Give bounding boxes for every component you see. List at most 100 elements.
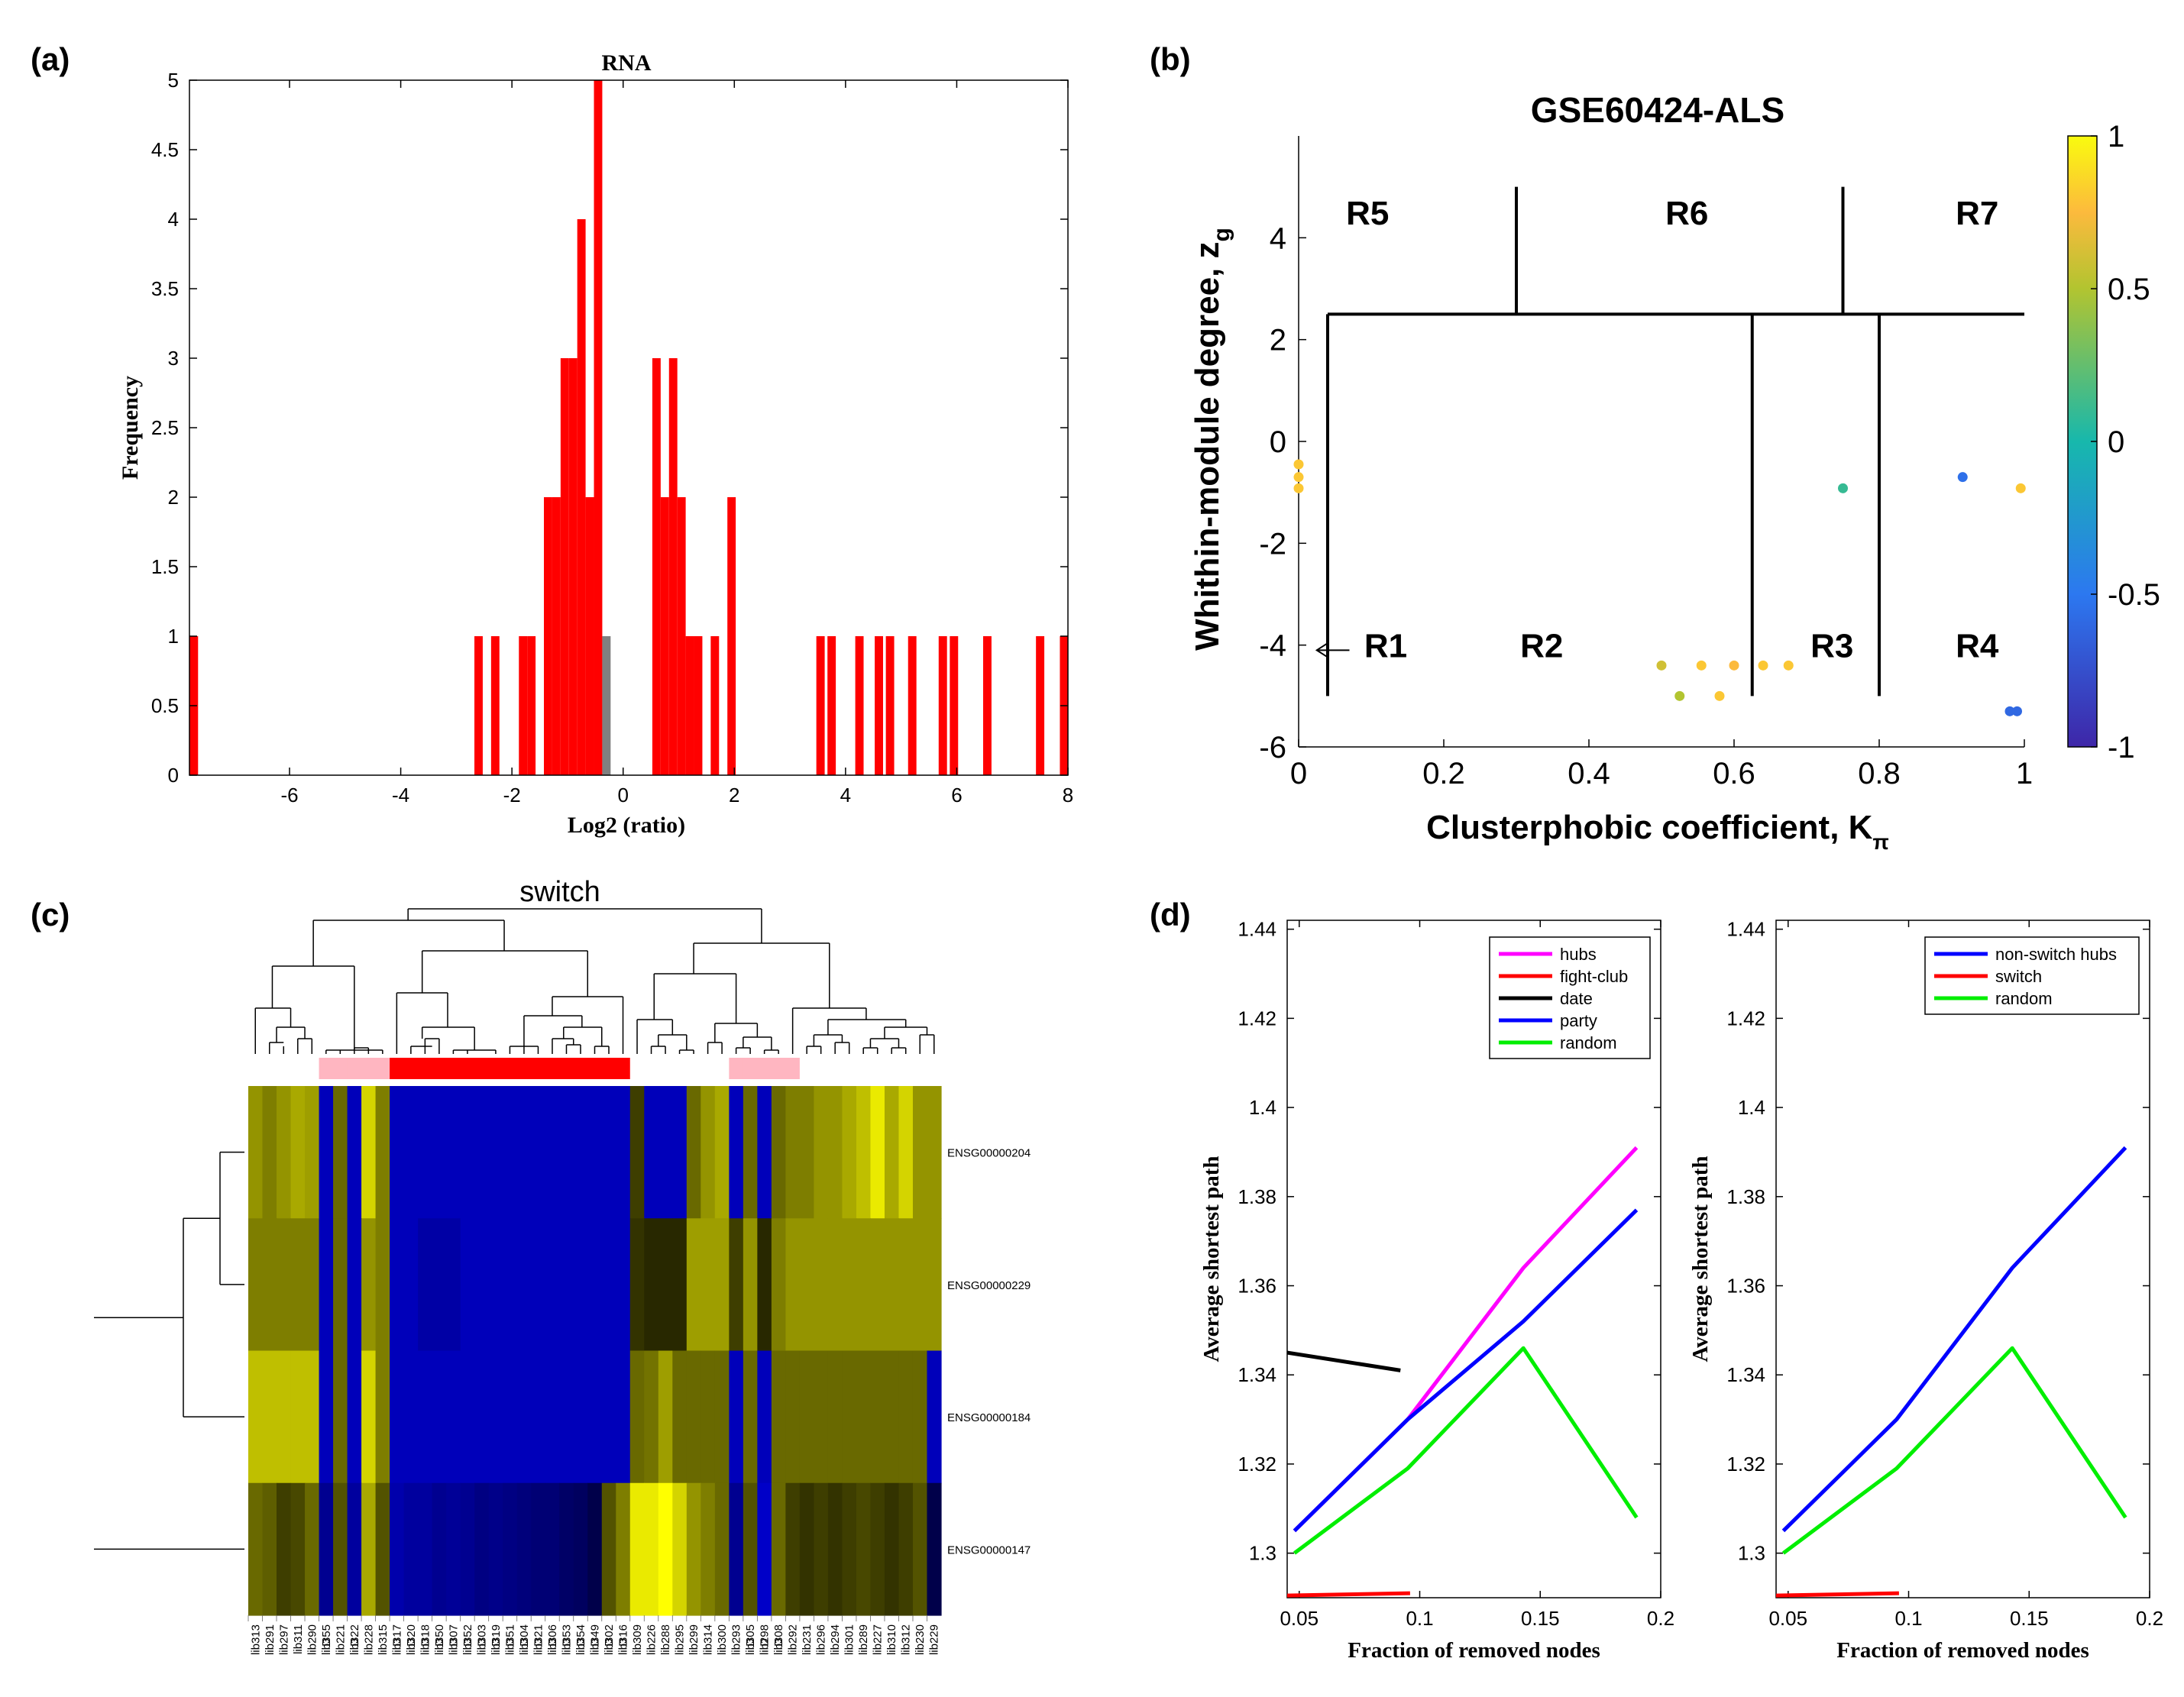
heatmap-cell: [827, 1218, 843, 1352]
heatmap-cell: [714, 1350, 730, 1484]
heatmap-column-flag: D: [759, 1638, 772, 1647]
histogram-x-tick-label: 2: [729, 784, 739, 806]
histogram-y-tick-label: 1.5: [151, 555, 179, 578]
scatter-point: [1293, 483, 1304, 493]
heatmap-cell: [616, 1482, 631, 1616]
heatmap-cell: [757, 1086, 772, 1219]
line-chart-y-tick-label: 1.44: [1238, 918, 1276, 941]
heatmap-cell: [870, 1218, 885, 1352]
heatmap-cell: [856, 1350, 872, 1484]
heatmap-cell: [587, 1350, 603, 1484]
heatmap-cell: [686, 1218, 701, 1352]
scatter-axes: 0 0.2 0.4 0.6 0.8 1 -6 -4 -2 0 2 4: [1259, 136, 2033, 790]
group-color-cell: [432, 1058, 447, 1079]
heatmap-column-label: lib313: [249, 1624, 262, 1655]
scatter-point: [1758, 660, 1768, 671]
scatter-x-label-main: Clusterphobic coefficient, K: [1426, 809, 1873, 846]
heatmap-cell: [757, 1482, 772, 1616]
group-color-cell: [248, 1058, 264, 1079]
heatmap-column-label: lib306: [546, 1624, 559, 1655]
heatmap-column-flag: D: [419, 1638, 432, 1647]
heatmap-cell: [531, 1350, 546, 1484]
heatmap-cell: [644, 1218, 659, 1352]
histogram-y-tick-label: 1: [168, 625, 179, 648]
group-color-cell: [672, 1058, 688, 1079]
heatmap-column-label: lib314: [702, 1624, 715, 1655]
heatmap-cell: [827, 1482, 843, 1616]
group-color-cell: [927, 1058, 942, 1079]
group-color-cell: [827, 1058, 843, 1079]
heatmap-column-label: lib227: [872, 1624, 885, 1655]
line-chart-x-tick-label: 0.1: [1406, 1607, 1433, 1630]
heatmap-cell: [319, 1482, 334, 1616]
histogram-y-tick-label: 3: [168, 347, 179, 370]
colorbar-tick-label: 0.5: [2108, 273, 2150, 306]
histogram-y-tick-label: 4: [168, 208, 179, 231]
histogram-bar: [577, 219, 586, 775]
heatmap-cell: [827, 1086, 843, 1219]
heatmap-cell: [814, 1218, 829, 1352]
heatmap-cell: [290, 1350, 306, 1484]
heatmap-column-flag: D: [603, 1638, 616, 1647]
heatmap-cell: [714, 1086, 730, 1219]
heatmap-cell: [870, 1350, 885, 1484]
heatmap-cell: [390, 1086, 405, 1219]
region-boundaries: [1326, 186, 2024, 697]
legend-entry: date: [1560, 989, 1593, 1008]
heatmap-column-label: lib293: [730, 1624, 743, 1655]
group-color-cell: [474, 1058, 490, 1079]
heatmap-cell: [644, 1086, 659, 1219]
group-color-cell: [446, 1058, 461, 1079]
heatmap-cell: [375, 1482, 390, 1616]
heatmap-cell: [488, 1350, 503, 1484]
scatter-y-tick-label: 4: [1270, 221, 1286, 255]
heatmap-column-flag: D: [589, 1638, 602, 1647]
heatmap-column-label: lib231: [801, 1624, 814, 1655]
column-dendrogram: [254, 908, 935, 1054]
heatmap-column-flag: D: [532, 1638, 545, 1647]
scatter-x-tick-label: 0.2: [1422, 757, 1465, 790]
scatter-point: [2012, 706, 2022, 716]
heatmap-cell: [743, 1482, 758, 1616]
heatmap-cell: [601, 1086, 616, 1219]
heatmap-cell: [616, 1086, 631, 1219]
heatmap-cell: [333, 1482, 348, 1616]
heatmap-column-label: lib299: [688, 1624, 700, 1655]
group-color-cell: [545, 1058, 560, 1079]
heatmap-cell: [912, 1218, 928, 1352]
heatmap-cell: [262, 1350, 277, 1484]
region-label-r1: R1: [1364, 628, 1407, 665]
heatmap-column-flag: D: [447, 1638, 460, 1647]
heatmap-cell: [714, 1218, 730, 1352]
heatmap-cell: [573, 1086, 588, 1219]
series-line-fight-club: [1287, 1591, 1410, 1598]
histogram-panel: RNA -6 -4 -2 0 2 4 6 8 0 0.5 1 1.5 2 2.5 3 3.5 4 4.5 5 Log…: [118, 50, 1073, 838]
heatmap-cell: [545, 1218, 560, 1352]
legend-entry: fight-club: [1560, 967, 1628, 986]
heatmap-cell: [686, 1350, 701, 1484]
heatmap-cell: [785, 1086, 801, 1219]
heatmap-column-label: lib221: [334, 1624, 347, 1655]
heatmap-column-label: lib228: [362, 1624, 375, 1655]
group-color-cell: [842, 1058, 857, 1079]
heatmap-column-flag: D: [405, 1638, 418, 1647]
colorbar-tick-label: -0.5: [2108, 578, 2160, 612]
heatmap-cell: [912, 1086, 928, 1219]
group-color-cell: [516, 1058, 532, 1079]
line-chart-y-tick-label: 1.38: [1726, 1185, 1765, 1208]
heatmap-column-label: lib294: [829, 1624, 842, 1655]
histogram-frame: [189, 79, 1069, 776]
heatmap-cell: [629, 1218, 645, 1352]
histogram-bar: [560, 358, 569, 775]
heatmap-column-label: lib352: [461, 1624, 474, 1655]
region-label-r5: R5: [1346, 195, 1389, 232]
heatmap-cell: [559, 1482, 574, 1616]
heatmap-cell: [460, 1086, 475, 1219]
heatmap-cell: [658, 1482, 673, 1616]
heatmap-cell: [248, 1086, 264, 1219]
group-color-cell: [277, 1058, 292, 1079]
histogram-bar: [552, 497, 561, 775]
series-line-switch: [1776, 1591, 1899, 1598]
panel-label-d: (d): [1150, 897, 1191, 933]
group-color-cell: [700, 1058, 716, 1079]
